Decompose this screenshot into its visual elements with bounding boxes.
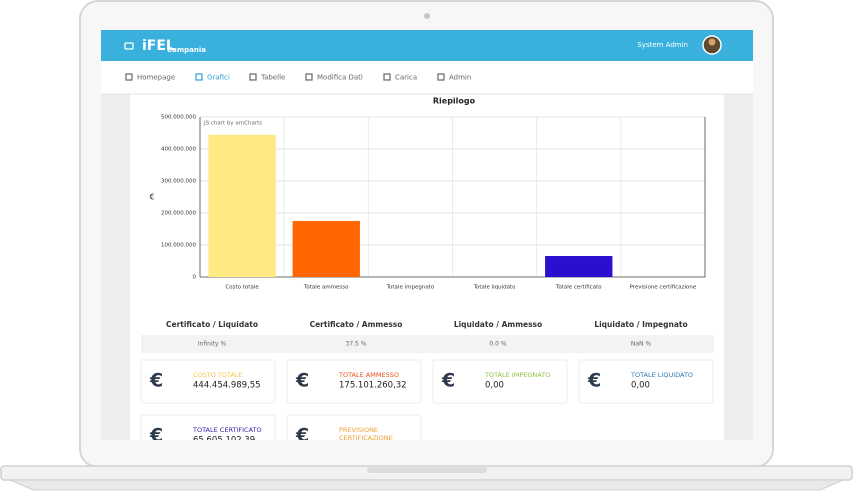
ratio-value: 0.0 % xyxy=(489,341,506,348)
camera xyxy=(424,13,430,19)
card-value: 444.454.989,55 xyxy=(193,381,261,391)
nav-icon[interactable] xyxy=(195,73,203,81)
card-value: 0,00 xyxy=(631,381,650,391)
card-value: 65.605.102,39 xyxy=(193,436,255,446)
logo: iFEL xyxy=(142,38,175,54)
top-bar xyxy=(101,30,753,61)
menu-icon[interactable] xyxy=(124,42,134,50)
laptop-base-bottom xyxy=(9,479,844,491)
laptop-notch xyxy=(367,466,487,473)
ratio-header: Certificato / Liquidato xyxy=(166,320,258,329)
nav-item[interactable]: Admin xyxy=(449,74,471,82)
nav-item[interactable]: Grafici xyxy=(207,74,230,82)
card-label: TOTALE LIQUIDATO xyxy=(630,371,693,379)
chart-title: Riepilogo xyxy=(433,97,476,106)
card xyxy=(140,359,276,404)
y-tick-label: 200.000.000 xyxy=(161,211,196,217)
ratio-header: Certificato / Ammesso xyxy=(310,320,403,329)
card-label: COSTO TOTALE xyxy=(193,371,243,379)
card-symbol: € xyxy=(587,370,601,392)
x-tick-label: Totale liquidato xyxy=(473,285,517,291)
user-name[interactable]: System Admin xyxy=(637,41,688,49)
card-label: TOTALE AMMESSO xyxy=(338,371,399,379)
y-axis-label: € xyxy=(149,193,154,202)
logo-sub: Campania xyxy=(167,46,206,54)
ratio-row-bg xyxy=(141,335,714,353)
nav-icon[interactable] xyxy=(437,73,445,81)
screen: iFEL Campania System Admin Homepage Grafi… xyxy=(101,30,753,447)
card-symbol: € xyxy=(441,370,455,392)
card xyxy=(286,414,422,440)
x-tick-label: Previsione certificazione xyxy=(630,285,697,291)
x-tick-label: Costo totale xyxy=(225,285,259,291)
nav-icon[interactable] xyxy=(249,73,257,81)
card-label: TOTALE CERTIFICATO xyxy=(192,426,262,434)
card xyxy=(578,359,714,404)
nav-item[interactable]: Homepage xyxy=(137,74,175,82)
card-symbol: € xyxy=(149,370,163,392)
x-tick-label: Totale certificato xyxy=(555,285,602,291)
nav-icon[interactable] xyxy=(383,73,391,81)
y-tick-label: 500.000.000 xyxy=(161,115,196,121)
y-tick-label: 300.000.000 xyxy=(161,179,196,185)
chart-credit: JS chart by amCharts xyxy=(203,121,262,127)
nav-item[interactable]: Modifica Dati xyxy=(317,74,363,82)
x-tick-label: Totale impegnato xyxy=(386,285,435,291)
bar xyxy=(208,134,276,277)
nav-icon[interactable] xyxy=(305,73,313,81)
card xyxy=(140,414,276,440)
nav-item[interactable]: Carica xyxy=(395,74,417,82)
ratio-header: Liquidato / Impegnato xyxy=(594,320,687,329)
nav-item[interactable]: Tabelle xyxy=(260,74,285,82)
ratio-value: 37.5 % xyxy=(346,341,367,348)
card-label: TOTALE IMPEGNATO xyxy=(484,371,550,379)
ratio-value: Infinity % xyxy=(198,341,227,348)
card-symbol: € xyxy=(295,425,309,447)
ratio-value: NaN % xyxy=(631,341,652,348)
card-label: PREVISIONE CERTIFICAZIONE xyxy=(339,426,393,442)
card-symbol: € xyxy=(295,370,309,392)
ratio-header: Liquidato / Ammesso xyxy=(454,320,542,329)
card-value: 175.101.260,32 xyxy=(339,381,407,391)
y-tick-label: 400.000.000 xyxy=(161,147,196,153)
card-symbol: € xyxy=(149,425,163,447)
card xyxy=(286,359,422,404)
bar xyxy=(292,220,360,277)
y-tick-label: 0 xyxy=(193,275,197,281)
y-tick-label: 100.000.000 xyxy=(161,243,196,249)
card xyxy=(432,359,568,404)
bar xyxy=(545,256,613,277)
card-value: 0,00 xyxy=(485,381,504,391)
avatar-face xyxy=(708,38,716,46)
nav-icon[interactable] xyxy=(125,73,133,81)
x-tick-label: Totale ammesso xyxy=(303,285,349,291)
